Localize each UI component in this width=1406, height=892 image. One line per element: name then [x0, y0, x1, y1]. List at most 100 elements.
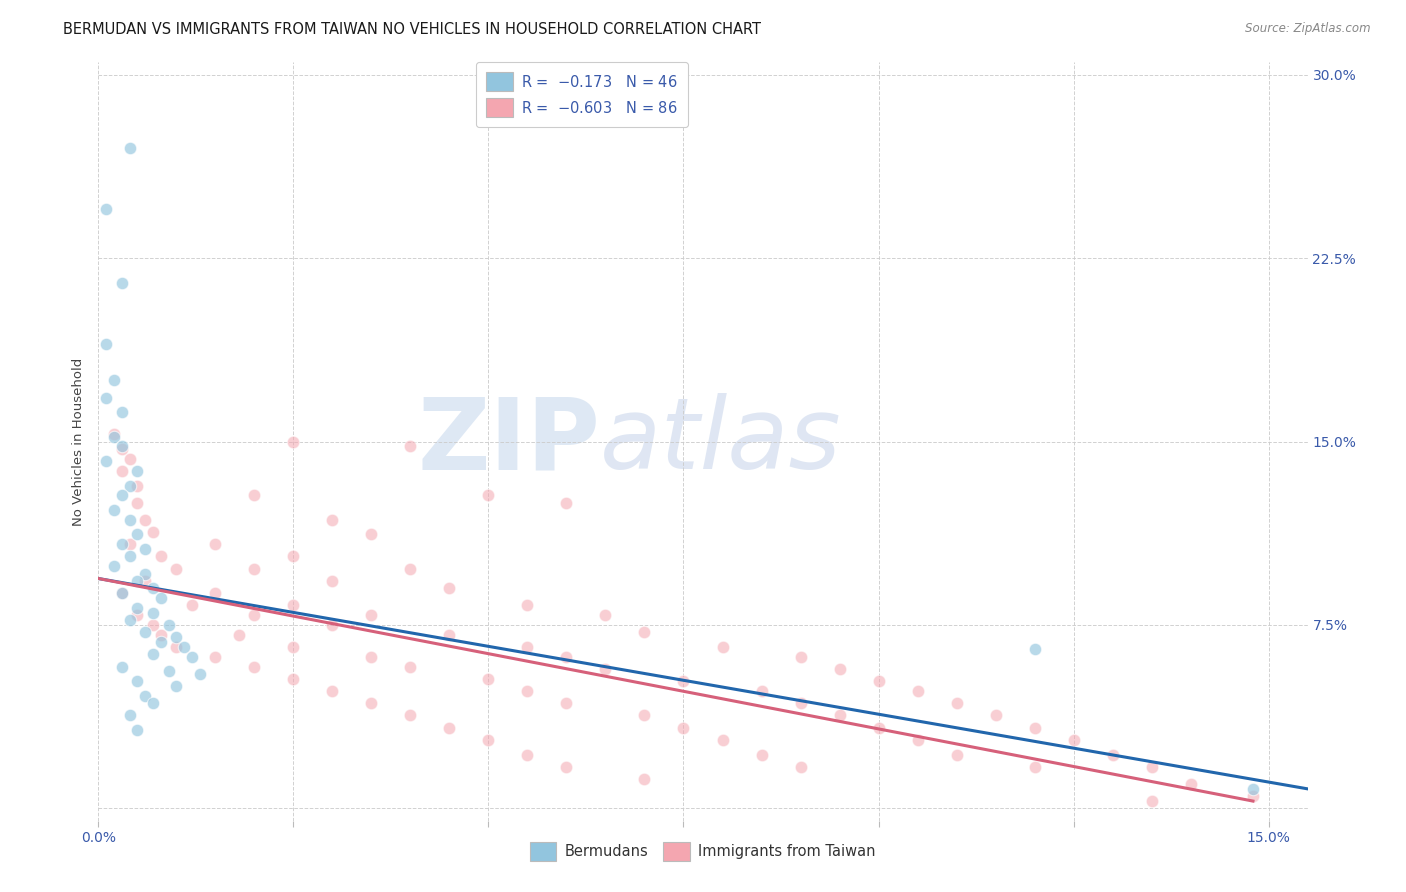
Point	[555, 760, 578, 774]
Point	[118, 549, 141, 564]
Point	[134, 513, 156, 527]
Point	[134, 566, 156, 581]
Point	[111, 586, 134, 600]
Point	[111, 659, 134, 673]
Point	[142, 696, 165, 710]
Point	[96, 391, 118, 405]
Point	[243, 488, 266, 502]
Point	[111, 442, 134, 456]
Point	[127, 478, 149, 492]
Point	[142, 606, 165, 620]
Point	[907, 684, 929, 698]
Point	[1241, 789, 1264, 804]
Point	[945, 696, 967, 710]
Point	[1101, 747, 1123, 762]
Point	[1024, 642, 1046, 657]
Point	[181, 599, 204, 613]
Point	[165, 562, 187, 576]
Point	[118, 708, 141, 723]
Point	[127, 608, 149, 623]
Point	[96, 454, 118, 468]
Point	[111, 464, 134, 478]
Point	[360, 608, 382, 623]
Point	[204, 586, 226, 600]
Y-axis label: No Vehicles in Household: No Vehicles in Household	[72, 358, 86, 525]
Point	[321, 618, 343, 632]
Point	[283, 640, 305, 654]
Point	[1024, 721, 1046, 735]
Point	[283, 434, 305, 449]
Point	[111, 488, 134, 502]
Point	[118, 478, 141, 492]
Point	[103, 430, 125, 444]
Point	[204, 537, 226, 551]
Point	[96, 202, 118, 217]
Point	[149, 635, 172, 649]
Point	[283, 672, 305, 686]
Text: ZIP: ZIP	[418, 393, 600, 490]
Point	[228, 628, 250, 642]
Point	[1140, 794, 1163, 808]
Point	[633, 625, 655, 640]
Point	[360, 527, 382, 541]
Point	[142, 582, 165, 596]
Point	[399, 659, 422, 673]
Point	[134, 689, 156, 703]
Point	[828, 708, 851, 723]
Point	[945, 747, 967, 762]
Point	[516, 684, 538, 698]
Point	[360, 696, 382, 710]
Point	[204, 649, 226, 664]
Point	[555, 696, 578, 710]
Point	[111, 405, 134, 419]
Point	[1241, 781, 1264, 796]
Point	[111, 276, 134, 290]
Point	[1140, 760, 1163, 774]
Point	[399, 439, 422, 453]
Point	[118, 613, 141, 627]
Point	[173, 640, 195, 654]
Point	[555, 649, 578, 664]
Point	[157, 665, 180, 679]
Point	[516, 599, 538, 613]
Point	[907, 733, 929, 747]
Point	[711, 640, 734, 654]
Point	[516, 640, 538, 654]
Point	[111, 439, 134, 453]
Point	[984, 708, 1007, 723]
Point	[243, 608, 266, 623]
Point	[633, 772, 655, 786]
Point	[1180, 777, 1202, 791]
Point	[321, 574, 343, 588]
Point	[134, 542, 156, 557]
Point	[439, 582, 461, 596]
Point	[1063, 733, 1085, 747]
Point	[103, 373, 125, 387]
Point	[1024, 760, 1046, 774]
Point	[149, 549, 172, 564]
Point	[555, 496, 578, 510]
Text: BERMUDAN VS IMMIGRANTS FROM TAIWAN NO VEHICLES IN HOUSEHOLD CORRELATION CHART: BERMUDAN VS IMMIGRANTS FROM TAIWAN NO VE…	[63, 22, 761, 37]
Point	[477, 488, 499, 502]
Point	[127, 723, 149, 738]
Point	[751, 684, 773, 698]
Point	[111, 586, 134, 600]
Point	[711, 733, 734, 747]
Point	[868, 674, 890, 689]
Text: Source: ZipAtlas.com: Source: ZipAtlas.com	[1246, 22, 1371, 36]
Point	[96, 336, 118, 351]
Text: atlas: atlas	[600, 393, 842, 490]
Point	[751, 747, 773, 762]
Point	[103, 559, 125, 574]
Point	[142, 618, 165, 632]
Point	[181, 649, 204, 664]
Point	[672, 674, 695, 689]
Point	[118, 537, 141, 551]
Point	[321, 513, 343, 527]
Point	[828, 662, 851, 676]
Point	[165, 679, 187, 693]
Point	[633, 708, 655, 723]
Point	[118, 141, 141, 155]
Point	[165, 640, 187, 654]
Point	[188, 666, 211, 681]
